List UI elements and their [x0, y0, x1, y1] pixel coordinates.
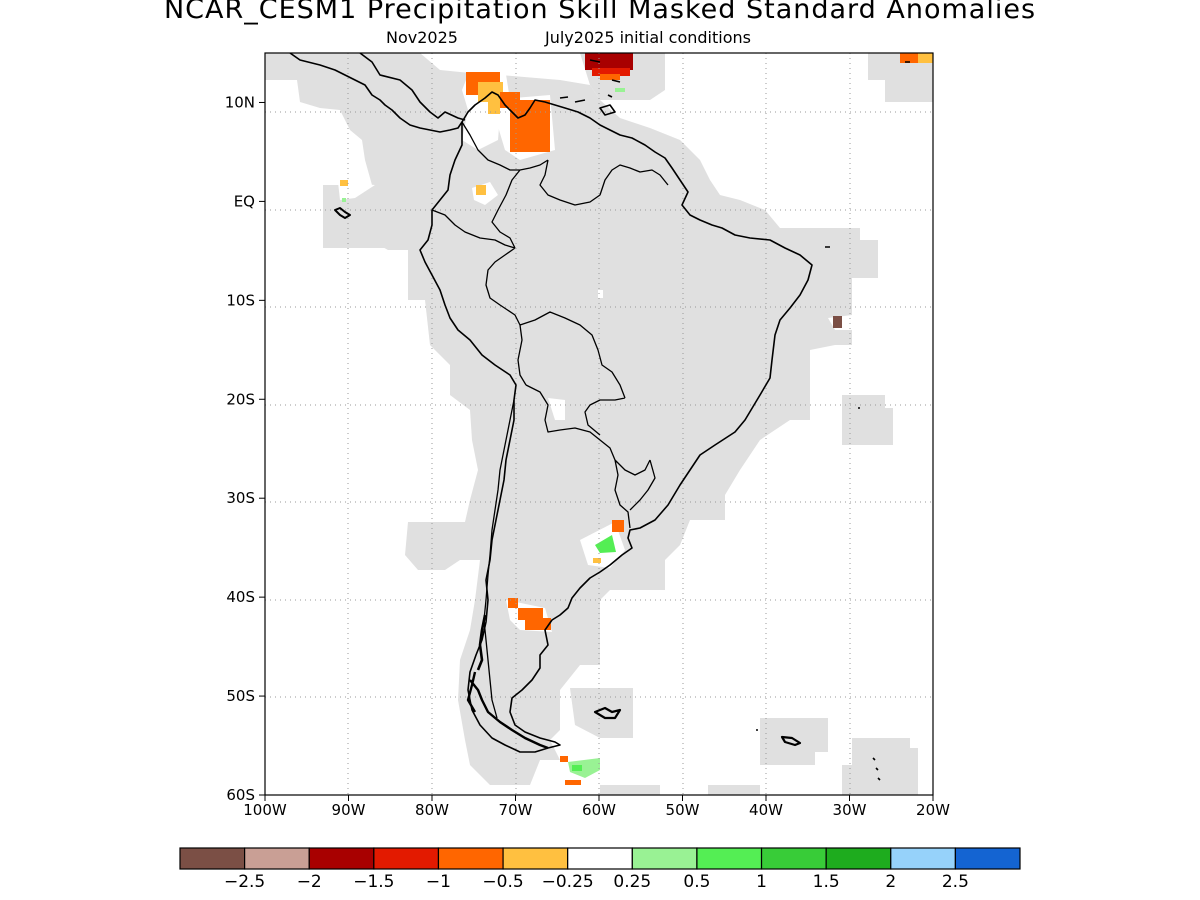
x-tick-label: 50W	[666, 801, 700, 819]
skill-mask-drake-east	[600, 785, 760, 795]
chiloe-archipelago	[476, 614, 487, 671]
skill-mask-south-georgia	[760, 718, 828, 765]
x-axis: 100W 90W 80W 70W 60W 50W 40W 30W 20W	[243, 795, 950, 819]
page-title: NCAR_CESM1 Precipitation Skill Masked St…	[163, 0, 1037, 25]
anomaly-layer	[340, 53, 933, 785]
x-tick-label: 30W	[833, 801, 867, 819]
x-tick-label: 100W	[243, 801, 287, 819]
caribbean-islands	[559, 59, 621, 103]
y-axis: 10N EQ 10S 20S 30S 40S 50S 60S	[225, 93, 265, 804]
central-america-north-coast	[359, 53, 466, 121]
anomaly-patagonia-north-c	[525, 618, 551, 630]
colorbar-swatch	[437, 847, 504, 870]
colorbar-label: −0.5	[482, 872, 523, 892]
galapagos-islands	[334, 207, 351, 219]
trinidad-coast	[599, 104, 616, 116]
anomaly-drake-orange-2	[565, 780, 581, 785]
colorbar-label: 2	[885, 872, 896, 892]
anomaly-patagonia-north	[508, 598, 518, 608]
colorbar-swatch	[631, 847, 698, 870]
y-tick-label: 10N	[225, 93, 255, 111]
south-america-coast	[419, 91, 813, 753]
y-tick-label: 30S	[226, 489, 255, 507]
anomaly-galapagos-green	[342, 198, 346, 202]
skill-mask-main	[265, 53, 878, 785]
anomaly-drake-passage	[568, 758, 600, 778]
tierra-del-fuego	[466, 671, 549, 750]
borders	[431, 121, 669, 719]
colorbar-label: −1	[426, 872, 451, 892]
y-tick-label: EQ	[234, 192, 255, 210]
anomaly-caribbean-north-green	[615, 88, 625, 92]
colorbar-swatch	[890, 847, 956, 870]
x-tick-label: 90W	[332, 801, 366, 819]
skill-mask-atlantic-mid	[842, 395, 893, 445]
skill-mask-layer	[265, 53, 933, 795]
skill-mask-galapagos	[323, 185, 390, 248]
anomaly-uruguay-orange	[612, 520, 624, 532]
skill-mask-atlantic-ne	[868, 53, 933, 102]
skill-mask-south-sandwich	[842, 738, 918, 795]
colorbar-swatch	[244, 847, 310, 870]
colorbar-label: 1.5	[813, 872, 840, 892]
y-tick-label: 10S	[226, 291, 255, 309]
colorbar-swatch	[179, 847, 246, 870]
atlantic-islands	[756, 61, 910, 731]
x-tick-label: 40W	[749, 801, 783, 819]
central-america-coast	[289, 53, 463, 133]
anomaly-caribbean-north-red	[592, 68, 630, 76]
colorbar-swatch	[825, 847, 892, 870]
initial-conditions: July2025 initial conditions	[545, 28, 751, 47]
colorbar-label: −1.5	[353, 872, 394, 892]
anomaly-brazil-east-atlantic	[833, 316, 842, 328]
x-tick-label: 60W	[582, 801, 616, 819]
colorbar-swatch	[696, 847, 763, 870]
x-tick-label: 20W	[916, 801, 950, 819]
colorbar-swatch	[954, 847, 1021, 870]
colorbar-swatch	[373, 847, 440, 870]
y-tick-label: 60S	[226, 786, 255, 804]
anomaly-caribbean-north	[585, 53, 633, 70]
colorbar-label: 1	[756, 872, 767, 892]
colorbar-swatch	[308, 847, 375, 870]
anomaly-uruguay-yellow	[593, 558, 601, 563]
colorbar-swatch	[760, 847, 827, 870]
anomaly-venezuela-edge	[500, 92, 520, 108]
anomaly-galapagos	[340, 180, 348, 186]
anomaly-atlantic-northeast-yellow	[918, 53, 933, 63]
coastline-layer	[289, 53, 910, 781]
y-tick-label: 50S	[226, 687, 255, 705]
anomaly-drake-orange	[560, 756, 568, 762]
colorbar-label: 0.5	[683, 872, 710, 892]
anomaly-drake-green-strong	[572, 765, 582, 771]
anomaly-patagonia-north-b	[518, 608, 543, 620]
x-tick-label: 70W	[499, 801, 533, 819]
colorbar-label: 2.5	[942, 872, 969, 892]
anomaly-atlantic-northeast	[900, 53, 918, 63]
colorbar-label: −0.25	[542, 872, 594, 892]
south-sandwich-islands	[872, 757, 881, 781]
colorbar-label: −2.5	[224, 872, 265, 892]
falkland-islands	[593, 706, 622, 720]
anomaly-colombia-central	[476, 185, 486, 195]
colorbar-label: 0.25	[613, 872, 651, 892]
map-grid	[265, 53, 933, 795]
colorbar-swatch	[502, 847, 569, 870]
forecast-month: Nov2025	[386, 28, 458, 47]
anomaly-caribbean-north-orange	[600, 74, 620, 80]
y-tick-label: 20S	[226, 390, 255, 408]
anomaly-colombia-mid-yellow	[488, 96, 500, 114]
colorbar: −2.5 −2 −1.5 −1 −0.5 −0.25 0.25 0.5 1 1.5 2 2.5	[179, 847, 1021, 892]
x-tick-label: 80W	[415, 801, 449, 819]
skill-mask-falklands	[570, 688, 633, 738]
colorbar-swatch	[567, 847, 633, 870]
colorbar-label: −2	[297, 872, 322, 892]
y-tick-label: 40S	[226, 588, 255, 606]
anomaly-uruguay	[595, 535, 616, 553]
south-georgia	[780, 735, 802, 747]
